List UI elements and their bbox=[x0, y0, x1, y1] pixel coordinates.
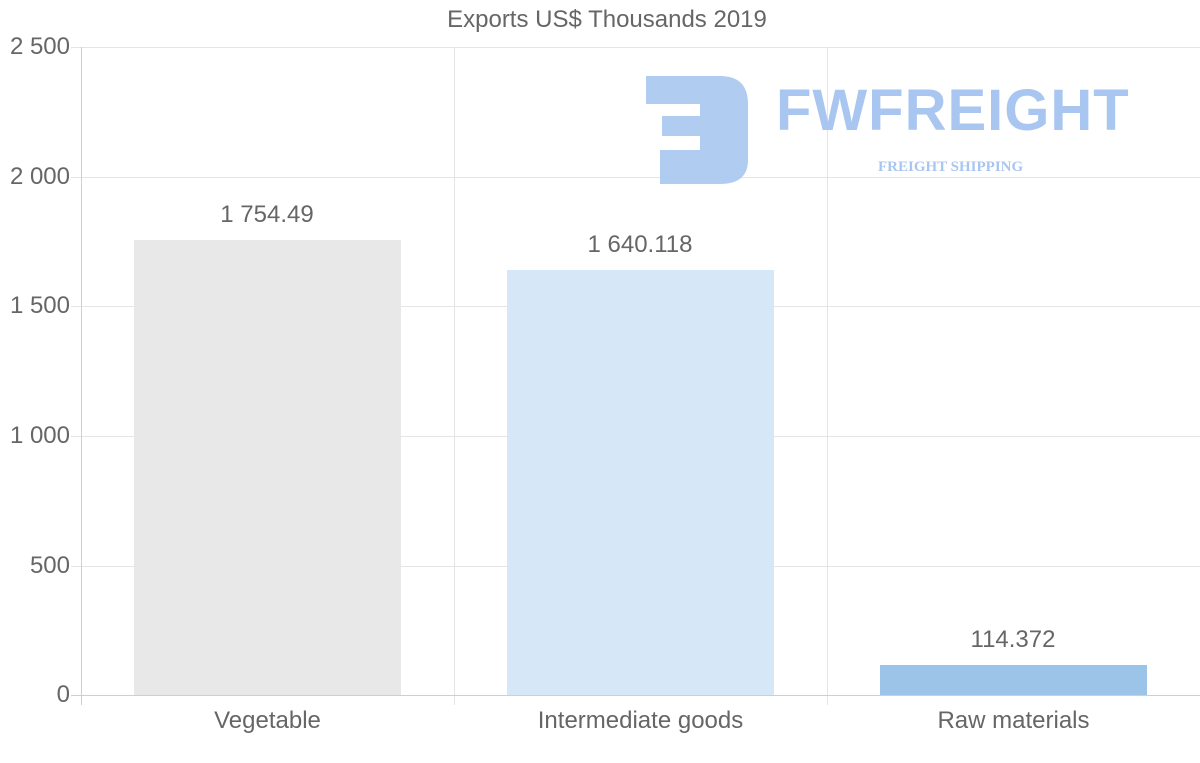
watermark-brand: FWFREIGHT bbox=[776, 78, 1130, 143]
y-tick-label: 2 500 bbox=[9, 33, 70, 60]
y-axis-line bbox=[81, 47, 82, 705]
x-label-vegetable: Vegetable bbox=[214, 707, 321, 734]
x-label-raw-materials: Raw materials bbox=[937, 707, 1090, 734]
y-tick-label: 1 000 bbox=[9, 422, 70, 449]
x-label-intermediate-goods: Intermediate goods bbox=[537, 707, 744, 734]
value-label-intermediate-goods: 1 640.118 bbox=[587, 231, 693, 258]
x-axis-line bbox=[71, 695, 1200, 696]
y-tick-label: 2 000 bbox=[9, 163, 70, 190]
value-label-vegetable: 1 754.49 bbox=[220, 201, 314, 228]
plot-area: 2 500 2 000 1 500 1 000 500 0 FWFREIGHT … bbox=[10, 33, 1200, 734]
y-tick-label: 0 bbox=[56, 681, 70, 708]
bar-intermediate-goods[interactable] bbox=[507, 269, 774, 695]
gridline-2000 bbox=[71, 177, 1200, 178]
y-tick-label: 1 500 bbox=[9, 292, 70, 319]
bar-vegetable[interactable] bbox=[134, 240, 401, 695]
bar-raw-materials[interactable] bbox=[880, 665, 1147, 695]
chart-title: Exports US$ Thousands 2019 bbox=[447, 6, 767, 33]
vgridline-1 bbox=[454, 47, 455, 705]
y-tick-label: 500 bbox=[29, 552, 70, 579]
value-label-raw-materials: 114.372 bbox=[970, 626, 1056, 653]
gridline-2500 bbox=[71, 47, 1200, 48]
vgridline-2 bbox=[827, 47, 828, 705]
watermark-tagline: FREIGHT SHIPPING bbox=[878, 159, 1024, 175]
